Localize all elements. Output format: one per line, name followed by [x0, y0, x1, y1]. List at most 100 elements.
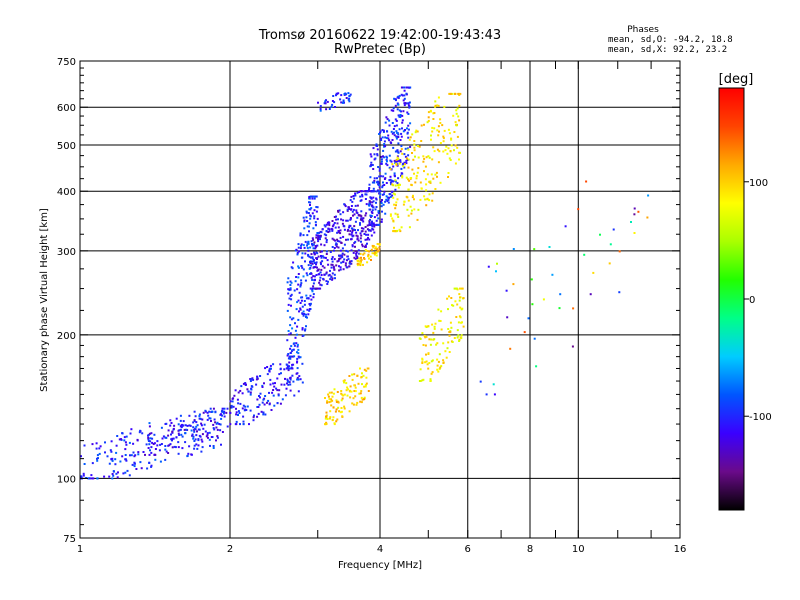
data-point [362, 374, 365, 377]
data-point [350, 227, 353, 230]
data-point [431, 359, 434, 362]
data-point [434, 188, 437, 190]
data-point [495, 270, 497, 273]
data-point [409, 205, 412, 208]
data-point [377, 212, 380, 215]
data-point [302, 244, 305, 247]
data-point [426, 173, 429, 176]
data-point [431, 192, 434, 195]
data-point [323, 273, 326, 276]
data-point [460, 334, 463, 337]
data-point [207, 436, 209, 439]
data-point [300, 299, 303, 302]
data-point [363, 233, 366, 235]
data-point [400, 174, 402, 177]
data-point [437, 134, 440, 137]
data-point [309, 302, 312, 305]
data-point [395, 124, 398, 127]
colorbar-tick-label: 100 [749, 178, 768, 189]
data-point [318, 287, 320, 290]
data-point [370, 234, 373, 237]
data-point [310, 272, 313, 275]
data-point [325, 239, 328, 241]
data-point [406, 131, 409, 134]
data-point [169, 443, 172, 446]
data-point [407, 136, 410, 139]
chart-title: Tromsø 20160622 19:42:00-19:43:43 [258, 28, 501, 43]
data-point [387, 198, 390, 201]
data-point [423, 334, 426, 337]
data-point [558, 307, 561, 310]
data-point [192, 437, 195, 440]
data-point [347, 98, 350, 101]
data-point [380, 160, 383, 163]
data-point [389, 181, 392, 184]
data-point [402, 130, 405, 133]
data-points [79, 86, 650, 480]
data-point [449, 92, 452, 95]
data-point [389, 159, 392, 162]
data-point [327, 280, 329, 283]
data-point [350, 249, 353, 252]
data-point [125, 459, 128, 462]
data-point [206, 411, 209, 414]
data-point [340, 410, 343, 413]
data-point [410, 212, 413, 215]
data-point [293, 344, 296, 347]
data-point [279, 367, 282, 370]
data-point [450, 297, 453, 299]
data-point [421, 379, 424, 382]
data-point [281, 398, 284, 401]
data-point [368, 208, 371, 211]
data-point [388, 179, 391, 182]
data-point [433, 325, 436, 328]
data-point [300, 296, 303, 299]
data-point [338, 265, 340, 268]
data-point [391, 139, 394, 141]
data-point [329, 416, 332, 419]
data-point [381, 129, 384, 131]
data-point [287, 277, 290, 280]
data-point [173, 445, 176, 448]
data-point [397, 96, 400, 99]
data-point [436, 342, 439, 345]
data-point [533, 337, 536, 340]
data-point [221, 407, 224, 410]
stats-line-x: mean, sd,X: 92.2, 23.2 [608, 45, 727, 55]
data-point [296, 325, 299, 328]
data-point [452, 114, 455, 117]
data-point [395, 130, 398, 133]
data-point [325, 271, 328, 274]
data-point [430, 360, 433, 363]
data-point [367, 190, 370, 193]
data-point [431, 158, 434, 161]
data-point [147, 438, 150, 441]
data-point [370, 210, 373, 213]
data-point [297, 283, 300, 286]
data-point [437, 161, 440, 164]
data-point [226, 425, 229, 428]
data-point [111, 459, 114, 462]
data-point [149, 440, 152, 443]
data-point [190, 453, 193, 456]
data-point [391, 191, 394, 194]
data-point [403, 86, 406, 89]
data-point [149, 449, 151, 452]
data-point [336, 240, 339, 242]
data-point [302, 334, 305, 337]
data-point [400, 86, 403, 89]
data-point [329, 278, 332, 281]
data-point [425, 335, 428, 338]
data-point [337, 226, 340, 229]
data-point [368, 187, 371, 189]
data-point [259, 375, 262, 377]
data-point [272, 363, 275, 366]
data-point [292, 261, 295, 264]
data-point [354, 395, 357, 398]
data-point [457, 115, 460, 118]
data-point [431, 371, 434, 374]
data-point [350, 195, 353, 198]
data-point [181, 423, 184, 426]
data-point [451, 341, 454, 343]
data-point [341, 222, 344, 225]
